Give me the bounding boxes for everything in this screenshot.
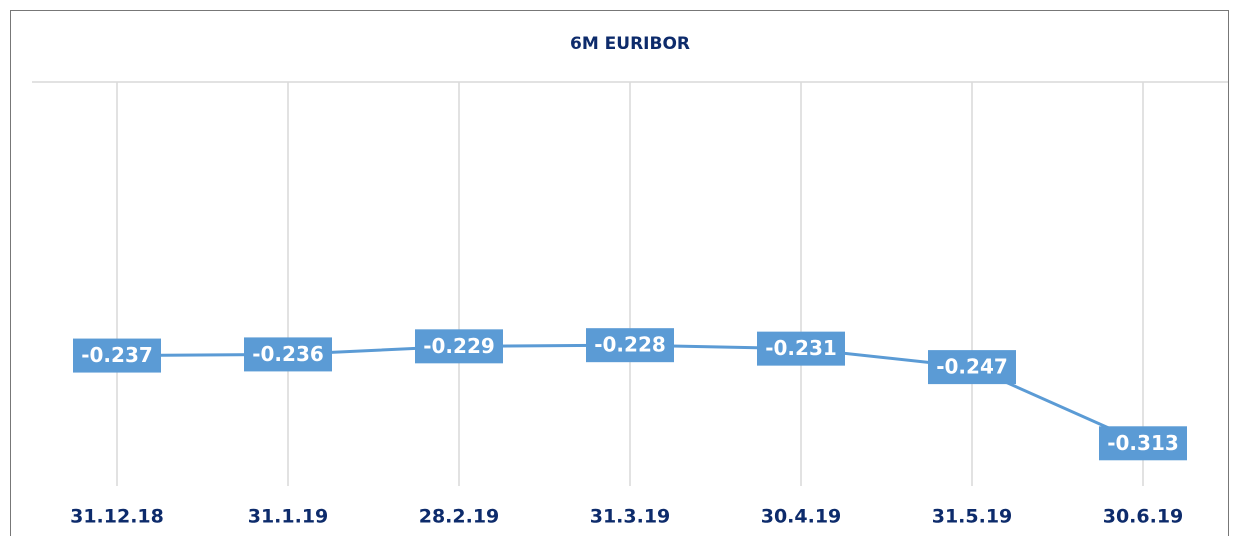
- x-tick-label: 31.3.19: [590, 506, 671, 528]
- x-tick-label: 31.12.18: [70, 506, 164, 528]
- x-tick-label: 31.5.19: [932, 506, 1013, 528]
- data-label-box: [757, 331, 845, 366]
- x-tick-label: 28.2.19: [419, 506, 500, 528]
- data-label: -0.247: [936, 355, 1008, 379]
- data-label-box: [73, 338, 161, 373]
- x-tick-label: 30.6.19: [1103, 506, 1184, 528]
- chart-title: 6M EURIBOR: [570, 34, 690, 54]
- x-tick-label: 31.1.19: [248, 506, 329, 528]
- data-label-box: [928, 350, 1016, 385]
- data-label: -0.228: [594, 333, 666, 357]
- data-label-box: [415, 329, 503, 364]
- data-label: -0.231: [765, 336, 837, 360]
- data-label: -0.237: [81, 343, 153, 367]
- chart-frame: [10, 10, 1229, 536]
- x-tick-label: 30.4.19: [761, 506, 842, 528]
- data-label: -0.313: [1107, 431, 1179, 455]
- data-label-box: [1099, 426, 1187, 461]
- data-label-box: [244, 337, 332, 372]
- data-label: -0.236: [252, 342, 324, 366]
- data-label: -0.229: [423, 334, 495, 358]
- data-label-box: [586, 328, 674, 363]
